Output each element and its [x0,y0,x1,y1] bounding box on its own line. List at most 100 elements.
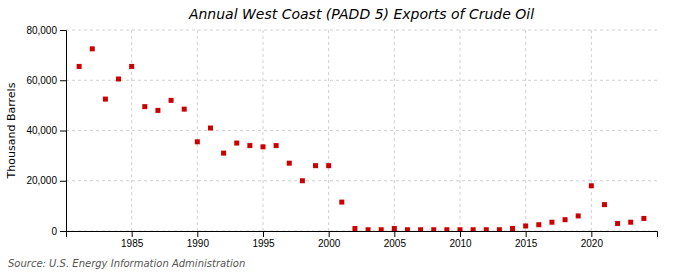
point [234,141,239,146]
point [261,144,266,149]
tick: 1990 [187,231,210,249]
plot-area: 1985 1990 1995 2000 2005 2010 2015 2020 0 20,000 4… [26,25,657,249]
point [536,222,541,227]
point [471,227,476,231]
grid-line [460,30,461,231]
point [576,213,581,218]
tick: 1985 [121,231,144,249]
point [615,221,620,226]
tick: 2015 [515,231,538,249]
grid-line [131,30,132,231]
grid-line [66,30,657,31]
tick-label: 1995 [252,238,275,249]
grid-line [591,30,592,231]
points [77,46,647,231]
tick: 60,000 [26,75,66,86]
point [155,108,160,113]
tick-mark [60,231,66,232]
tick-label: 60,000 [26,75,57,86]
tick: 20,000 [26,175,66,186]
point [169,98,174,103]
tick-label: 20,000 [26,175,57,186]
point [392,226,397,231]
tick-mark [591,231,592,237]
tick-label: 2015 [515,238,538,249]
point [195,139,200,144]
tick: 0 [51,226,66,237]
tick-label: 2005 [384,238,407,249]
tick: 2005 [384,231,407,249]
point [182,107,187,112]
grid-line [525,30,526,231]
point [116,76,121,81]
tick-label: 0 [51,226,57,237]
tick-mark [526,231,527,237]
point [313,163,318,168]
tick: 2000 [318,231,341,249]
chart: 1985 1990 1995 2000 2005 2010 2015 2020 0 20,000 4… [0,0,675,275]
axis-line [60,31,67,232]
point [247,143,252,148]
point [221,151,226,156]
grid-line [197,30,198,231]
point [300,178,305,183]
tick-mark [197,231,198,237]
point [326,163,331,168]
point [549,220,554,225]
tick: 80,000 [26,25,66,36]
point [379,227,384,231]
y-axis: 0 20,000 40,000 60,000 80,000 [26,25,66,237]
tick-mark [460,231,461,237]
point [208,125,213,130]
tick-label: 2000 [318,238,341,249]
point [90,46,95,51]
point [497,227,502,231]
x-axis: 1985 1990 1995 2000 2005 2010 2015 2020 [67,231,658,249]
grid-line [394,30,395,231]
grid-line [328,30,329,231]
point [405,227,410,231]
grid-line [66,180,657,181]
point [142,104,147,109]
tick: 40,000 [26,125,66,136]
point [444,227,449,231]
tick-mark [394,231,395,237]
point [339,200,344,205]
tick-label: 80,000 [26,25,57,36]
tick-mark [60,131,66,132]
tick-mark [60,30,66,31]
point [287,161,292,166]
tick-mark [60,181,66,182]
tick-mark [329,231,330,237]
point [352,226,357,231]
y-axis-title: Thousand Barrels [5,82,18,179]
tick-label: 2010 [449,238,472,249]
point [274,143,279,148]
tick-label: 40,000 [26,125,57,136]
tick: 1995 [252,231,275,249]
tick: 2020 [581,231,604,249]
tick-mark [132,231,133,237]
grid-line [263,30,264,231]
tick-label: 1990 [187,238,210,249]
tick: 2010 [449,231,472,249]
point [602,202,607,207]
annotation: Source: U.S. Energy Information Administ… [8,258,245,269]
point [129,64,134,69]
point [641,216,646,221]
point [628,220,633,225]
axis-line [67,232,658,238]
grid-line [66,130,657,131]
point [458,227,463,231]
point [77,64,82,69]
tick-mark [263,231,264,237]
point [523,223,528,228]
title: Annual West Coast (PADD 5) Exports of Cr… [188,6,534,22]
grid-line [66,80,657,81]
point [589,183,594,188]
grid [66,30,657,231]
point [510,226,515,231]
point [418,227,423,231]
tick-label: 1985 [121,238,144,249]
point [563,217,568,222]
